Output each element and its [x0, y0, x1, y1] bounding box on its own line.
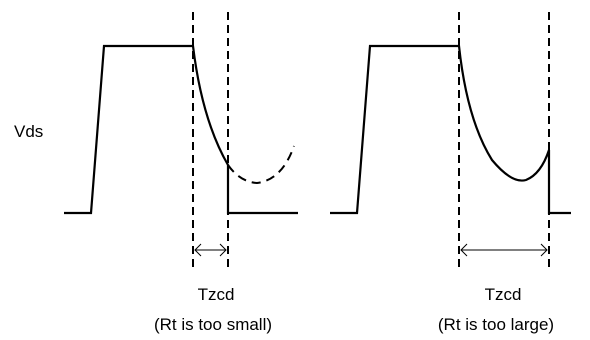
left-tzcd-dimension-arrow [194, 243, 227, 257]
right-tzcd-label: Tzcd [485, 285, 522, 304]
left-note-label: (Rt is too small) [154, 315, 272, 334]
right-tzcd-dimension-arrow [460, 243, 548, 257]
left-case: Tzcd (Rt is too small) [64, 12, 298, 334]
right-waveform [330, 44, 571, 215]
left-tzcd-label: Tzcd [198, 285, 235, 304]
left-ringing-dashed [227, 145, 295, 185]
vds-label: Vds [14, 122, 43, 141]
right-case: Tzcd (Rt is too large) [330, 12, 571, 334]
right-note-label: (Rt is too large) [438, 315, 554, 334]
left-waveform [64, 44, 298, 215]
